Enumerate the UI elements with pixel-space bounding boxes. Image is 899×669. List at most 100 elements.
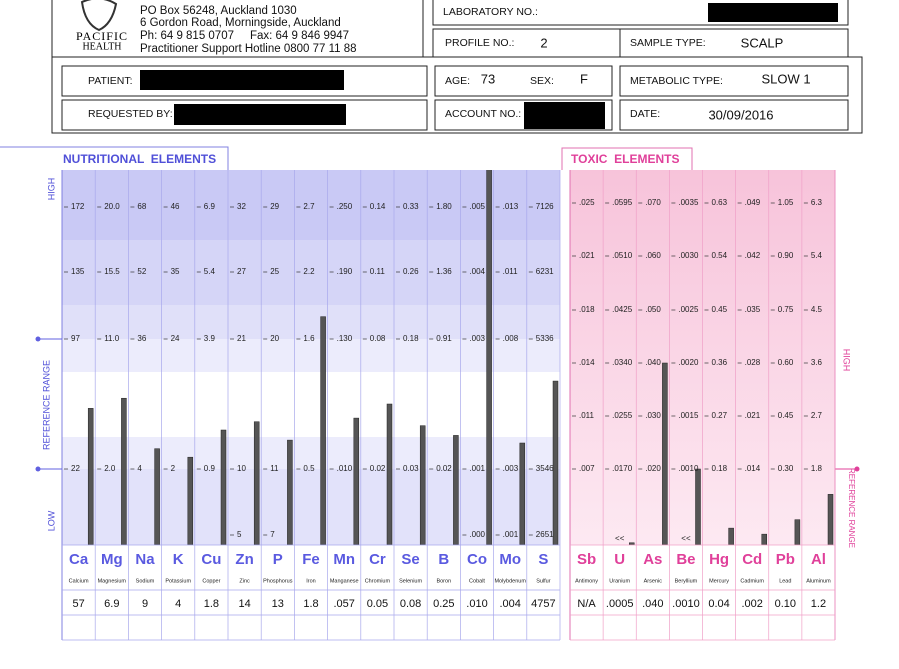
result: .040 [642, 598, 663, 610]
result: 0.04 [708, 598, 729, 610]
scale-label: .0510 [612, 251, 633, 260]
element-name: Sulfur [536, 578, 551, 584]
redaction [524, 102, 605, 129]
element-symbol: Zn [235, 551, 253, 568]
scale-label: .0595 [612, 198, 633, 207]
element-name: Lead [779, 578, 791, 584]
scale-label: .0340 [612, 358, 633, 367]
scale-label: 2.7 [811, 411, 823, 420]
element-symbol: Se [401, 551, 419, 568]
element-name: Manganese [330, 578, 359, 584]
element-name: Arsenic [644, 578, 663, 584]
result-bar [662, 362, 668, 545]
result: 4 [175, 598, 181, 610]
result: 1.8 [303, 598, 318, 610]
field-value: 30/09/2016 [708, 107, 773, 122]
band [62, 469, 560, 545]
scale-label: .028 [745, 358, 761, 367]
scale-label: 0.9 [204, 464, 216, 473]
logo-text: HEALTH [82, 41, 121, 52]
scale-label: 21 [237, 334, 246, 343]
element-name: Zinc [239, 578, 250, 584]
element-name: Sodium [136, 578, 155, 584]
result-bar [320, 316, 326, 545]
redaction [174, 104, 346, 125]
scale-label: 0.08 [370, 334, 386, 343]
scale-label: 35 [171, 267, 180, 276]
scale-label: 5 [237, 530, 242, 539]
address-line: 6 Gordon Road, Morningside, Auckland [140, 17, 341, 29]
scale-label: .021 [579, 251, 595, 260]
scale-label: .021 [745, 411, 761, 420]
element-symbol: Al [811, 551, 826, 568]
scale-label: 0.03 [403, 464, 419, 473]
result-bar [728, 527, 734, 545]
scale-label: .0020 [678, 358, 699, 367]
scale-label: .040 [645, 358, 661, 367]
field-box [434, 65, 613, 97]
scale-label: .035 [745, 305, 761, 314]
scale-label: 32 [237, 202, 246, 211]
marker: << [615, 534, 625, 543]
element-symbol: Fe [302, 551, 320, 568]
field-label: REQUESTED BY: [88, 108, 173, 120]
result-bar [519, 442, 526, 545]
scale-label: .013 [503, 202, 519, 211]
scale-label: .250 [337, 202, 353, 211]
element-name: Cobalt [469, 578, 485, 584]
field-label: SEX: [530, 75, 554, 87]
scale-label: 15.5 [104, 267, 120, 276]
result-bar [386, 403, 393, 545]
scale-label: 0.18 [403, 334, 419, 343]
field-box [61, 65, 428, 97]
element-symbol: P [273, 551, 283, 568]
scale-label: .0035 [678, 198, 699, 207]
scale-label: 0.54 [712, 251, 728, 260]
element-symbol: Cr [369, 551, 386, 568]
element-symbol: Mo [499, 551, 521, 568]
scale-label: 0.36 [712, 358, 728, 367]
columns: 1721359722CaCalcium5720.015.511.02.0MgMa… [62, 170, 836, 641]
field-label: LABORATORY NO.: [443, 6, 538, 18]
scale-label: 1.6 [303, 334, 315, 343]
scale-label: .005 [469, 202, 485, 211]
field-box [619, 65, 849, 97]
result-bar [87, 408, 94, 545]
scale-label: 11 [270, 464, 279, 473]
element-name: Mercury [709, 578, 729, 584]
result-bar [353, 417, 360, 545]
scale-label: .004 [469, 267, 485, 276]
scale-label: 24 [171, 334, 180, 343]
scale-label: .0425 [612, 305, 633, 314]
element-symbol: Sb [577, 551, 596, 568]
field-label: PATIENT: [88, 75, 133, 87]
element-symbol: B [438, 551, 449, 568]
scale-label: 1.36 [436, 267, 452, 276]
element-name: Boron [436, 578, 451, 584]
result-bar [794, 519, 801, 545]
scale-label: 0.60 [778, 358, 794, 367]
result: .002 [741, 598, 762, 610]
field-label: PROFILE NO.: [445, 37, 514, 49]
scale-label: .001 [503, 530, 519, 539]
element-name: Magnesium [98, 578, 127, 584]
scale-label: .011 [579, 411, 595, 420]
field-value: SLOW 1 [761, 71, 810, 86]
scale-label: .018 [579, 305, 595, 314]
result-bar [220, 429, 227, 545]
scale-label: .050 [645, 305, 661, 314]
scale-label: .014 [745, 464, 761, 473]
element-symbol: Pb [776, 551, 795, 568]
scale-label: 27 [237, 267, 246, 276]
scale-label: 11.0 [104, 334, 120, 343]
element-symbol: K [173, 551, 184, 568]
scale-label: .003 [503, 464, 519, 473]
scale-label: .070 [645, 198, 661, 207]
element-symbol: U [614, 551, 625, 568]
field-label: DATE: [630, 108, 660, 120]
element-name: Potassium [165, 578, 191, 584]
result-bar [121, 397, 127, 545]
logo-text: PACIFIC [76, 29, 128, 43]
scale-label: 2651 [536, 530, 554, 539]
